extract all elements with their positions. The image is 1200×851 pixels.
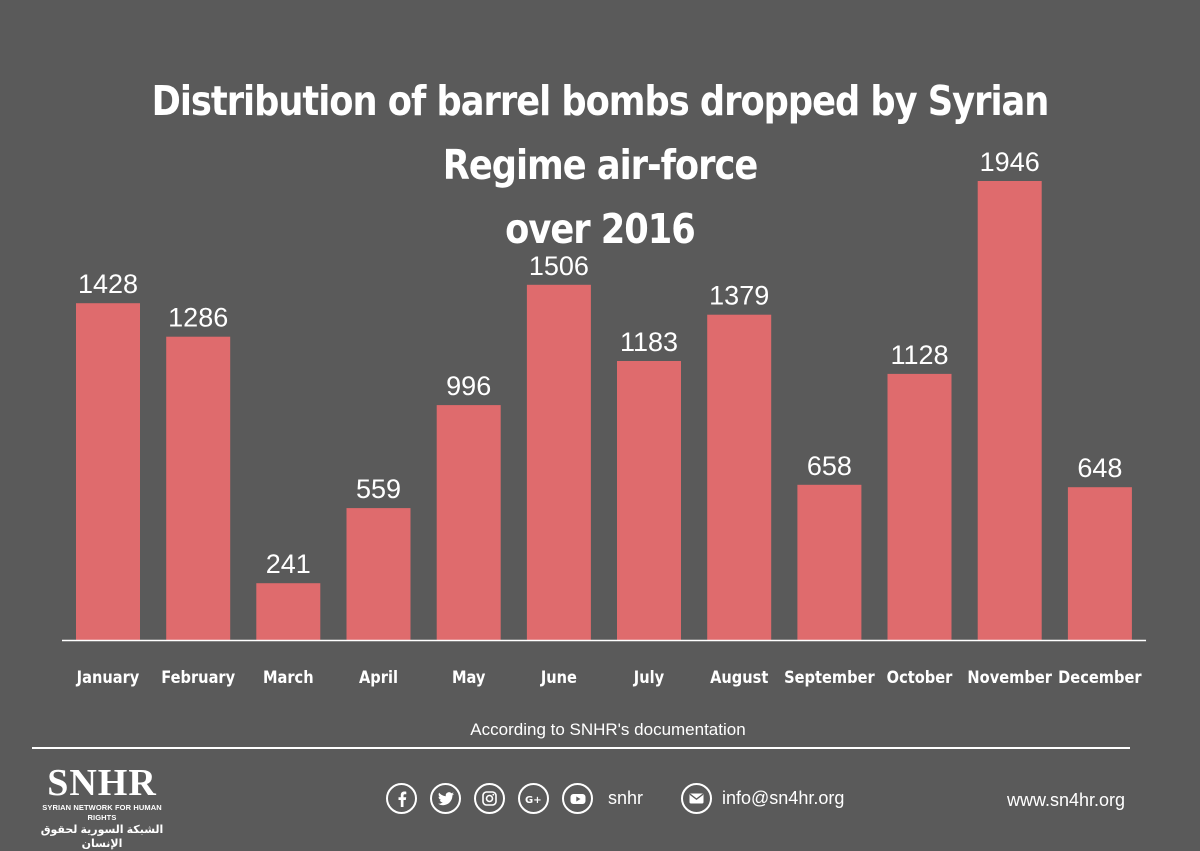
youtube-icon[interactable] — [562, 783, 593, 814]
bar-april — [346, 508, 411, 640]
bar-december — [1067, 487, 1132, 640]
instagram-icon[interactable] — [474, 783, 505, 814]
mail-icon[interactable] — [681, 783, 712, 814]
svg-text:G+: G+ — [525, 795, 542, 805]
x-tick-october: October — [887, 667, 953, 687]
x-tick-june: June — [540, 667, 577, 687]
bar-chart: 1428 January 1286 February 241 March 559 April 9… — [62, 147, 1147, 687]
logo-subtitle: SYRIAN NETWORK FOR HUMAN RIGHTS — [42, 803, 162, 822]
email-address[interactable]: info@sn4hr.org — [722, 788, 845, 808]
bar-january — [76, 303, 140, 640]
x-tick-august: August — [710, 667, 769, 687]
data-label-september: 658 — [807, 451, 852, 481]
twitter-icon[interactable] — [430, 783, 461, 814]
x-tick-april: April — [359, 667, 398, 687]
data-label-july: 1183 — [620, 327, 678, 357]
bars-layer: 1428 January 1286 February 241 March 559 April 9… — [76, 147, 1142, 687]
x-tick-february: February — [161, 667, 236, 687]
x-tick-july: July — [633, 667, 665, 687]
data-label-april: 559 — [356, 474, 401, 504]
logo-wordmark: SNHR — [47, 762, 157, 804]
data-label-october: 1128 — [890, 340, 948, 370]
x-tick-january: January — [76, 667, 140, 687]
x-tick-december: December — [1058, 667, 1142, 687]
bar-july — [617, 361, 681, 640]
social-links: G+ snhr — [386, 783, 643, 814]
bar-november — [977, 181, 1042, 640]
bar-february — [166, 336, 231, 640]
bar-october — [887, 373, 952, 640]
email-contact: info@sn4hr.org — [681, 783, 844, 814]
data-label-march: 241 — [266, 549, 311, 579]
bar-march — [256, 583, 321, 640]
google-plus-icon[interactable]: G+ — [518, 783, 549, 814]
bar-september — [797, 484, 862, 640]
footer-divider — [32, 747, 1130, 749]
bar-august — [707, 314, 772, 640]
data-label-february: 1286 — [168, 303, 228, 333]
source-note: According to SNHR's documentation — [470, 720, 746, 739]
facebook-icon[interactable] — [386, 783, 417, 814]
data-label-june: 1506 — [529, 251, 589, 281]
data-label-january: 1428 — [78, 269, 138, 299]
data-label-august: 1379 — [709, 281, 769, 311]
chart-title-line-2: over 2016 — [505, 205, 696, 254]
social-handle[interactable]: snhr — [608, 788, 644, 808]
bar-june — [526, 284, 591, 640]
x-tick-march: March — [263, 667, 314, 687]
x-tick-november: November — [967, 667, 1052, 687]
website-link[interactable]: www.sn4hr.org — [1007, 790, 1126, 810]
data-label-november: 1946 — [980, 147, 1040, 177]
chart-title-line-1: Distribution of barrel bombs dropped by … — [151, 77, 1050, 190]
bar-may — [436, 405, 501, 640]
x-tick-september: September — [784, 667, 875, 687]
data-label-december: 648 — [1077, 453, 1122, 483]
data-label-may: 996 — [446, 371, 491, 401]
chart-title: Distribution of barrel bombs dropped by … — [84, 69, 1116, 261]
x-tick-may: May — [452, 667, 486, 687]
snhr-logo: SNHR SYRIAN NETWORK FOR HUMAN RIGHTS الش… — [32, 763, 172, 851]
